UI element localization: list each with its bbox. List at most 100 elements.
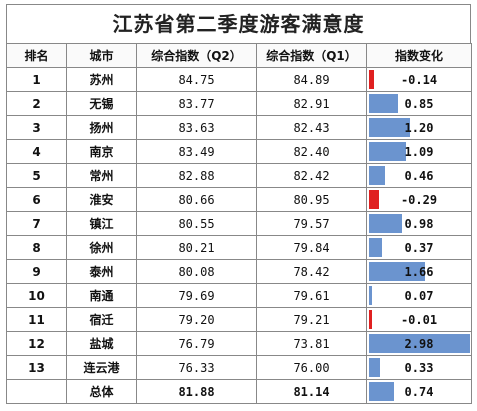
q1-cell: 81.14 [256,379,367,404]
q2-cell: 79.69 [136,283,257,308]
satisfaction-table-container: 江苏省第二季度游客满意度 排名 城市 综合指数（Q2） 综合指数（Q1） 指数变… [6,4,472,404]
change-bar [369,382,394,401]
change-cell: 0.33 [366,355,472,380]
city-cell: 徐州 [66,235,137,260]
change-bar [369,70,374,89]
table-row: 9 泰州 80.08 78.42 1.66 [6,259,472,284]
change-cell: 0.37 [366,235,472,260]
q2-cell: 76.33 [136,355,257,380]
q1-cell: 78.42 [256,259,367,284]
q1-cell: 80.95 [256,187,367,212]
change-bar [369,94,398,113]
city-cell: 镇江 [66,211,137,236]
change-cell: 0.85 [366,91,472,116]
q1-cell: 79.21 [256,307,367,332]
change-cell: 1.20 [366,115,472,140]
q2-cell: 80.66 [136,187,257,212]
table-row: 4 南京 83.49 82.40 1.09 [6,139,472,164]
change-cell: 0.98 [366,211,472,236]
change-bar [369,334,470,353]
rank-cell: 8 [6,235,67,260]
change-cell: 0.74 [366,379,472,404]
city-cell: 苏州 [66,67,137,92]
change-cell: 0.46 [366,163,472,188]
q2-cell: 80.21 [136,235,257,260]
change-value: 0.37 [404,240,434,255]
table-row: 11 宿迁 79.20 79.21 -0.01 [6,307,472,332]
change-value: 0.74 [404,384,434,399]
city-cell: 南通 [66,283,137,308]
rank-cell: 9 [6,259,67,284]
q1-cell: 79.57 [256,211,367,236]
table-row: 10 南通 79.69 79.61 0.07 [6,283,472,308]
table-row: 5 常州 82.88 82.42 0.46 [6,163,472,188]
table-row: 6 淮安 80.66 80.95 -0.29 [6,187,472,212]
city-cell: 常州 [66,163,137,188]
q2-cell: 76.79 [136,331,257,356]
city-cell: 泰州 [66,259,137,284]
table-row: 7 镇江 80.55 79.57 0.98 [6,211,472,236]
change-cell: 2.98 [366,331,472,356]
rank-cell: 10 [6,283,67,308]
header-rank: 排名 [6,43,67,68]
header-q1: 综合指数（Q1） [256,43,367,68]
rank-cell: 1 [6,67,67,92]
change-value: -0.29 [400,192,438,207]
table-row: 3 扬州 83.63 82.43 1.20 [6,115,472,140]
change-cell: 1.09 [366,139,472,164]
change-cell: 1.66 [366,259,472,284]
q2-cell: 80.55 [136,211,257,236]
change-cell: -0.01 [366,307,472,332]
q2-cell: 79.20 [136,307,257,332]
q1-cell: 82.91 [256,91,367,116]
change-bar [369,310,372,329]
q1-cell: 79.84 [256,235,367,260]
rank-cell: 6 [6,187,67,212]
q2-cell: 82.88 [136,163,257,188]
q2-cell: 83.49 [136,139,257,164]
change-value: 2.98 [404,336,434,351]
change-bar [369,214,402,233]
header-q2: 综合指数（Q2） [136,43,257,68]
city-cell: 淮安 [66,187,137,212]
change-value: 0.85 [404,96,434,111]
change-value: 0.07 [404,288,434,303]
table-title: 江苏省第二季度游客满意度 [6,4,471,43]
q1-cell: 84.89 [256,67,367,92]
change-value: 0.98 [404,216,434,231]
change-bar [369,238,382,257]
rank-cell: 3 [6,115,67,140]
header-change: 指数变化 [366,43,472,68]
rank-cell: 12 [6,331,67,356]
change-cell: -0.14 [366,67,472,92]
city-cell: 扬州 [66,115,137,140]
rank-cell [6,379,67,404]
change-bar [369,358,380,377]
city-cell: 连云港 [66,355,137,380]
q1-cell: 82.42 [256,163,367,188]
city-cell: 宿迁 [66,307,137,332]
change-bar [369,166,385,185]
q2-cell: 83.77 [136,91,257,116]
change-bar [369,286,372,305]
q2-cell: 84.75 [136,67,257,92]
change-value: -0.01 [400,312,438,327]
change-bar [369,262,425,281]
q1-cell: 82.40 [256,139,367,164]
q1-cell: 73.81 [256,331,367,356]
q2-cell: 83.63 [136,115,257,140]
change-value: 1.20 [404,120,434,135]
change-bar [369,142,406,161]
change-value: 1.66 [404,264,434,279]
change-bar [369,190,379,209]
change-value: 0.33 [404,360,434,375]
city-cell: 总体 [66,379,137,404]
satisfaction-table: 排名 城市 综合指数（Q2） 综合指数（Q1） 指数变化 1 苏州 84.75 84.… [6,43,472,404]
city-cell: 盐城 [66,331,137,356]
rank-cell: 4 [6,139,67,164]
change-cell: 0.07 [366,283,472,308]
change-cell: -0.29 [366,187,472,212]
header-city: 城市 [66,43,137,68]
rank-cell: 5 [6,163,67,188]
q1-cell: 82.43 [256,115,367,140]
